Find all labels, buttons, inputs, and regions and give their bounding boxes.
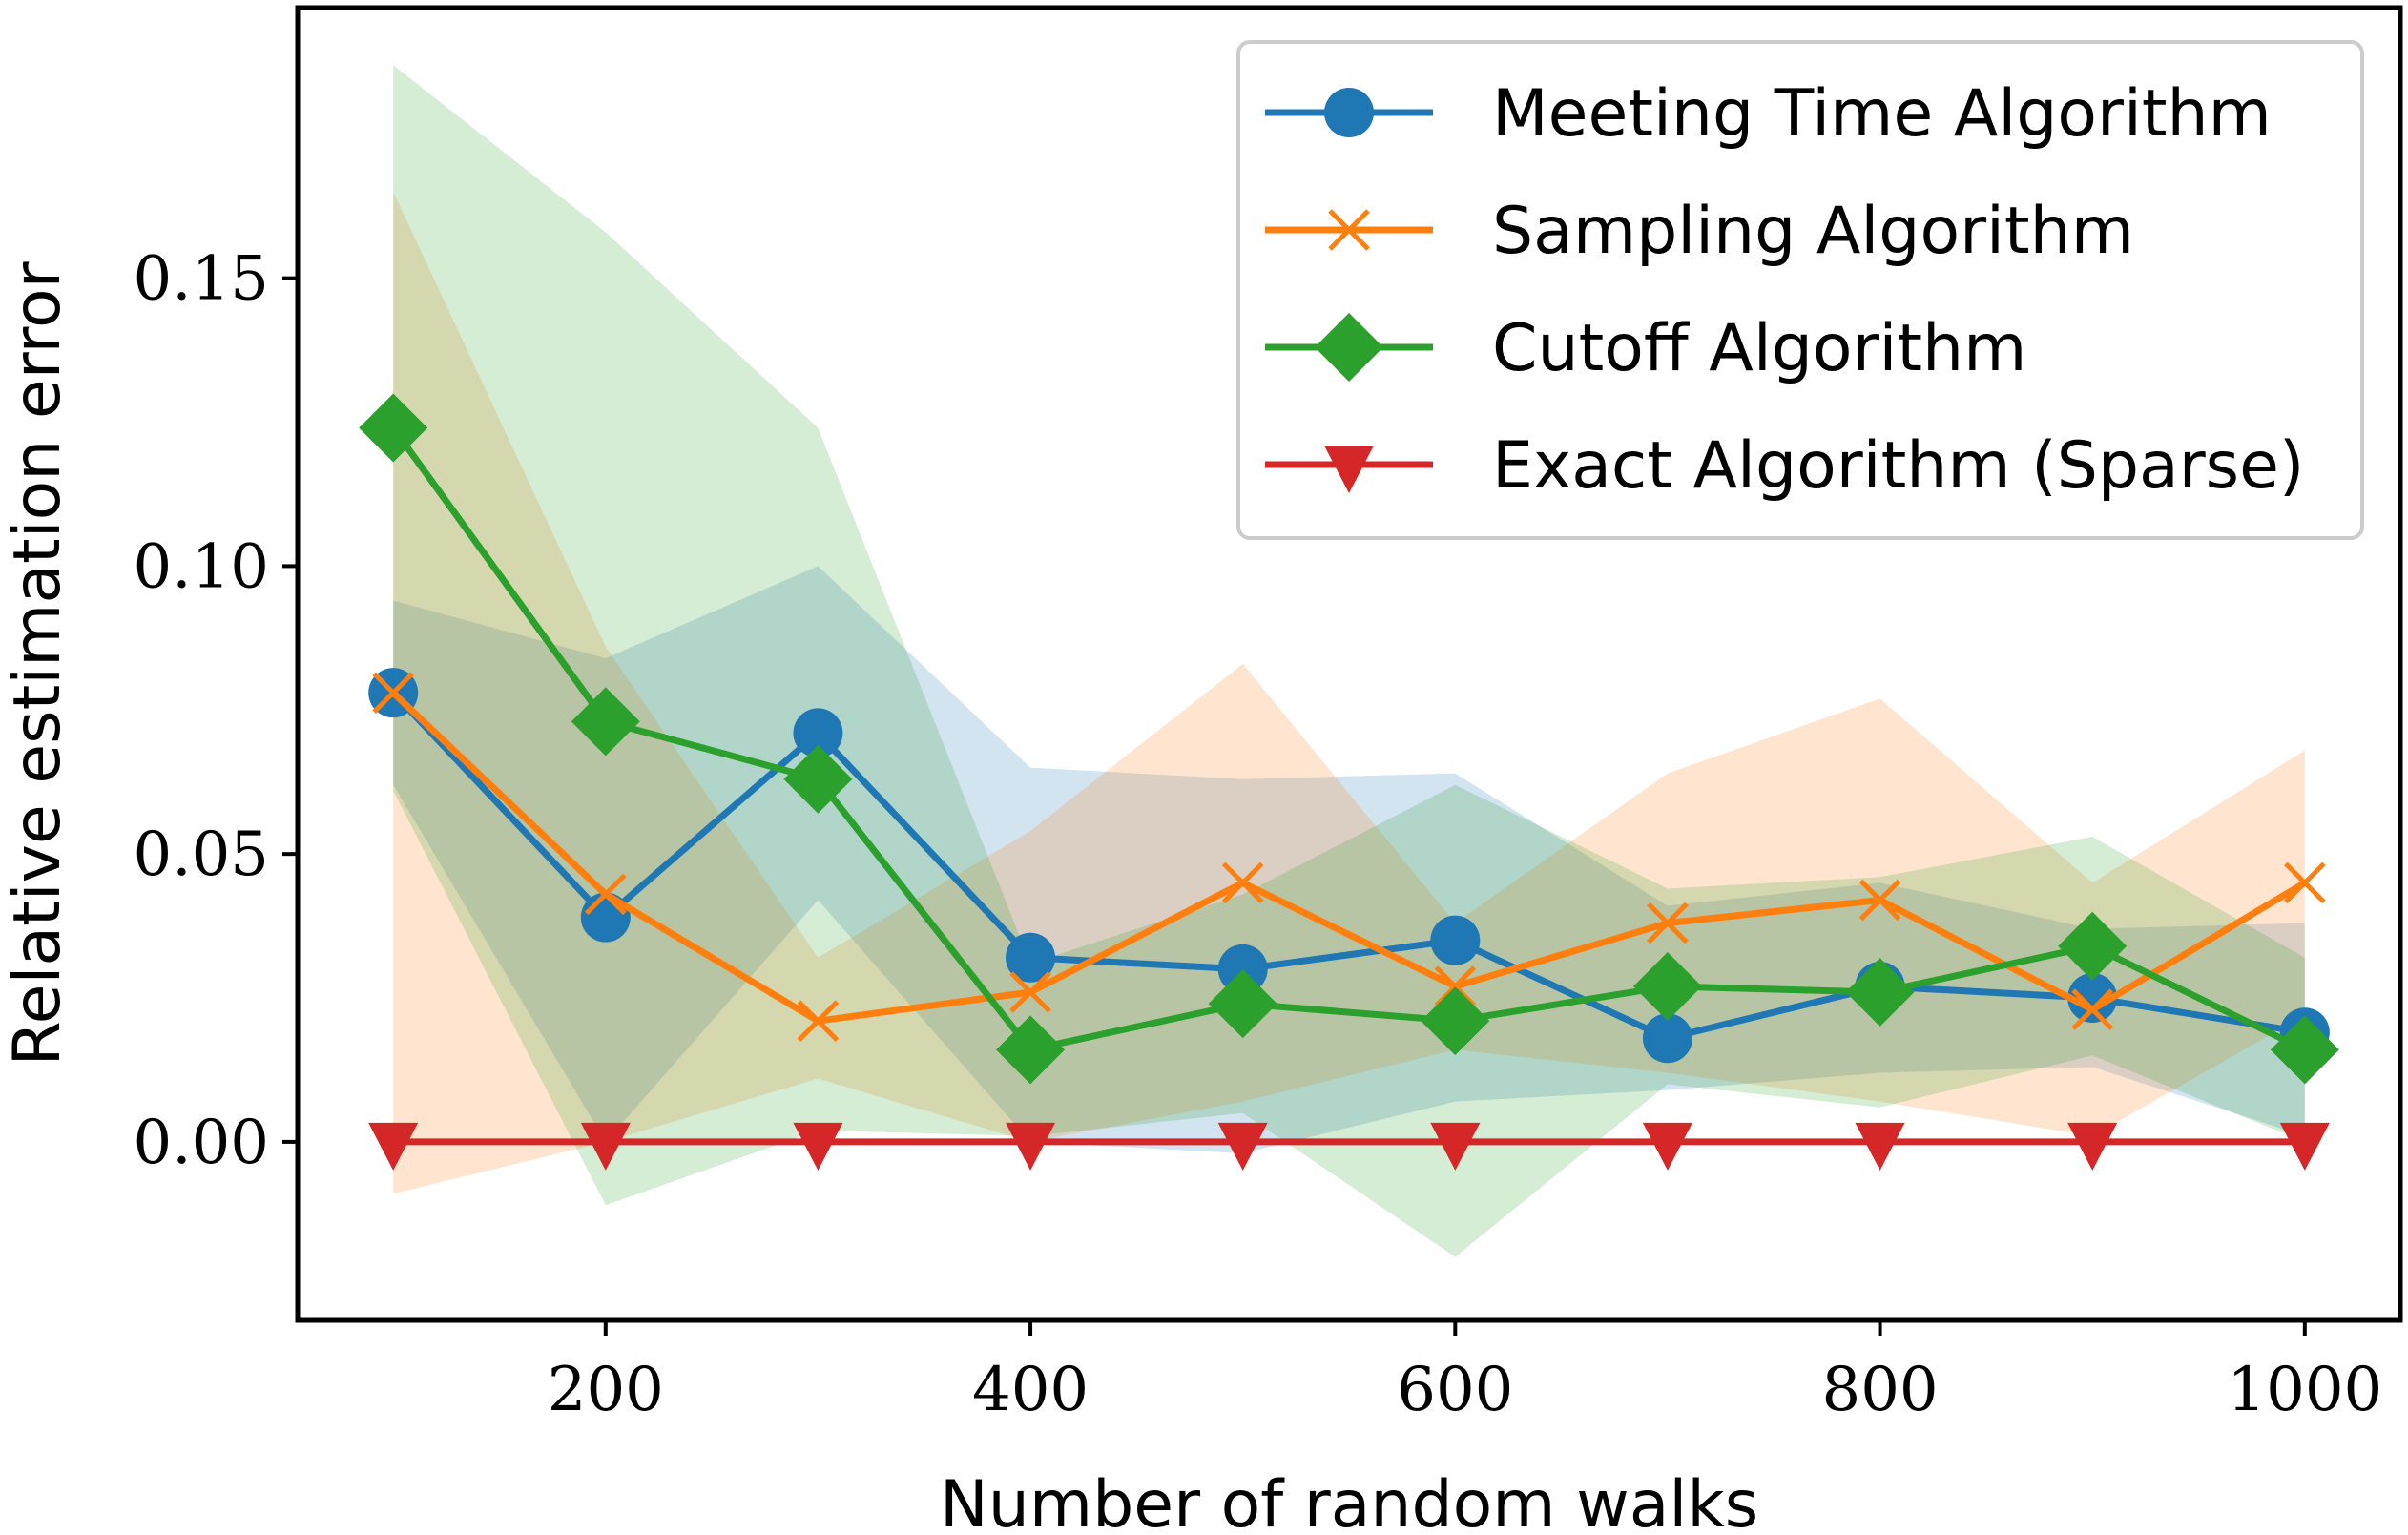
point-marker xyxy=(1421,986,1490,1056)
series-line xyxy=(390,690,2307,1025)
point-marker xyxy=(1642,1013,1692,1064)
band-sampling-algorithm xyxy=(393,192,2305,1194)
legend-item: Meeting Time Algorithm xyxy=(1265,76,2272,152)
y-tick-label: 0.00 xyxy=(134,1108,270,1178)
point-marker xyxy=(1328,209,1370,251)
y-tick-label: 0.10 xyxy=(134,531,270,602)
point-marker xyxy=(1858,879,1901,922)
y-axis-label: Relative estimation error xyxy=(0,261,75,1066)
point-marker xyxy=(793,1122,843,1171)
point-marker xyxy=(580,1122,631,1171)
point-marker xyxy=(1315,313,1383,382)
legend-label: Meeting Time Algorithm xyxy=(1492,76,2272,152)
point-marker xyxy=(797,1000,840,1042)
x-tick-label: 400 xyxy=(972,1355,1089,1425)
series-line xyxy=(390,690,2306,1042)
point-marker xyxy=(2067,973,2118,1024)
point-marker xyxy=(2067,1122,2118,1171)
point-marker xyxy=(1217,944,1268,994)
point-marker xyxy=(1430,1122,1481,1171)
series-exact-algorithm-sparse- xyxy=(368,1122,2330,1171)
x-axis-label: Number of random walks xyxy=(940,1467,1758,1535)
legend-item: Cutoff Algorithm xyxy=(1265,311,2026,386)
series-line xyxy=(390,425,2307,1053)
legend-label: Sampling Algorithm xyxy=(1492,194,2134,269)
point-marker xyxy=(1217,1122,1268,1171)
point-marker xyxy=(1632,951,1702,1021)
legend-label: Cutoff Algorithm xyxy=(1492,311,2026,386)
y-tick-label: 0.05 xyxy=(134,819,270,890)
x-axis-ticks: 200 400 600 800 1000 xyxy=(548,1320,2382,1425)
y-axis-ticks: 0.00 0.05 0.10 0.15 xyxy=(134,244,298,1178)
x-tick-label: 1000 xyxy=(2227,1355,2382,1425)
legend: Meeting Time Algorithm Sampling Algorithm… xyxy=(1236,40,2364,540)
legend-item: Sampling Algorithm xyxy=(1265,194,2134,269)
series-cutoff-algorithm xyxy=(359,393,2339,1085)
point-marker xyxy=(580,892,631,943)
point-marker xyxy=(585,873,627,916)
point-marker xyxy=(1430,915,1481,965)
point-marker xyxy=(359,393,428,463)
point-marker xyxy=(996,1015,1066,1085)
point-marker xyxy=(2058,911,2128,981)
point-marker xyxy=(2270,1015,2339,1085)
point-marker xyxy=(368,1122,419,1171)
band-meeting-time-algorithm xyxy=(393,566,2305,1153)
point-marker xyxy=(1324,88,1374,137)
point-marker xyxy=(1221,861,1264,904)
point-marker xyxy=(372,672,414,714)
point-marker xyxy=(1324,446,1374,493)
data-series xyxy=(359,393,2339,1171)
point-marker xyxy=(1845,958,1915,1027)
x-tick-label: 600 xyxy=(1397,1355,1513,1425)
x-tick-label: 800 xyxy=(1821,1355,1938,1425)
point-marker xyxy=(783,744,853,814)
point-marker xyxy=(1642,1122,1692,1171)
legend-label: Exact Algorithm (Sparse) xyxy=(1492,428,2304,504)
point-marker xyxy=(1647,902,1689,944)
x-tick-label: 200 xyxy=(548,1355,664,1425)
legend-box xyxy=(1236,40,2364,540)
point-marker xyxy=(1208,969,1277,1039)
point-marker xyxy=(2279,1122,2330,1171)
y-tick-label: 0.15 xyxy=(134,244,270,315)
point-marker xyxy=(1434,965,1477,1007)
band-cutoff-algorithm xyxy=(393,65,2305,1257)
point-marker xyxy=(1006,932,1056,983)
point-marker xyxy=(793,708,843,758)
point-marker xyxy=(1009,971,1051,1013)
point-marker xyxy=(1855,1122,1905,1171)
point-marker xyxy=(2284,861,2326,904)
point-marker xyxy=(2071,988,2113,1030)
point-marker xyxy=(1006,1122,1056,1171)
confidence-bands xyxy=(393,65,2305,1257)
point-marker xyxy=(571,687,640,757)
series-sampling-algorithm xyxy=(372,672,2326,1042)
legend-item: Exact Algorithm (Sparse) xyxy=(1265,428,2304,504)
plot-frame xyxy=(295,5,2403,1323)
series-meeting-time-algorithm xyxy=(368,668,2330,1064)
